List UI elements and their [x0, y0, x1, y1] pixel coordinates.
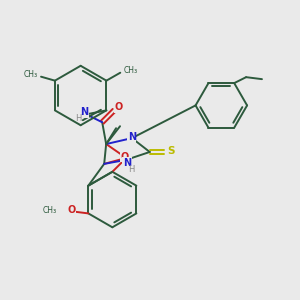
- Text: S: S: [167, 146, 174, 156]
- Text: CH₃: CH₃: [43, 206, 57, 215]
- Text: H: H: [75, 114, 82, 123]
- Text: O: O: [115, 102, 123, 112]
- Text: N: N: [128, 132, 136, 142]
- Text: H: H: [128, 165, 134, 174]
- Text: N: N: [80, 107, 88, 117]
- Text: CH₃: CH₃: [24, 70, 38, 79]
- Text: O: O: [120, 152, 128, 162]
- Text: CH₃: CH₃: [123, 66, 137, 75]
- Text: N: N: [123, 158, 131, 168]
- Text: O: O: [68, 206, 76, 215]
